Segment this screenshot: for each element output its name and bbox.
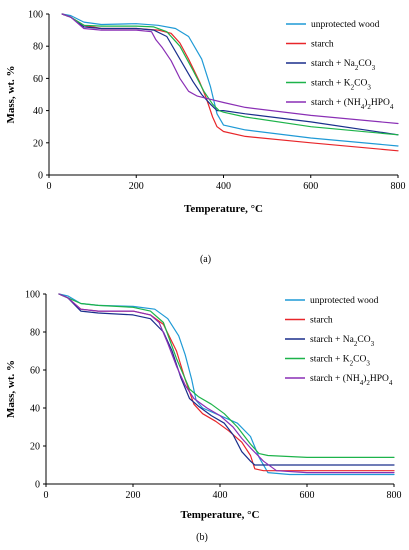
series-line-5: [61, 13, 399, 125]
legend-label: unprotected wood: [310, 296, 379, 306]
legend-label: starch + (NH4)2HPO4: [311, 97, 394, 111]
chart-panel-a: 0 200 400 600 800 0 20 40 60 80 100 Temperature, °C…: [5, 10, 406, 266]
series-line-3: [61, 13, 399, 136]
y-tick-label: 0: [35, 480, 40, 491]
x-tick-label: 200: [129, 181, 144, 192]
legend-label: starch: [311, 40, 334, 50]
series-line-4: [61, 13, 399, 136]
y-tick-label: 60: [33, 74, 43, 85]
x-axis-title: Temperature, °C: [184, 203, 263, 215]
series-line-5: [58, 293, 395, 474]
y-tick-label: 100: [28, 10, 43, 21]
y-tick-label: 20: [33, 138, 43, 149]
y-axis-title: Mass, wt. %: [5, 360, 17, 418]
y-tick-label: 80: [33, 42, 43, 53]
legend-label: starch: [310, 316, 333, 326]
x-tick-label: 800: [387, 490, 402, 501]
y-tick-label: 80: [30, 328, 40, 339]
chart-panel-b: 0 200 400 600 800 0 20 40 60 80 100 Temperature, °C…: [5, 290, 402, 544]
x-tick-label: 600: [300, 490, 315, 501]
series-line-4: [58, 293, 395, 458]
series-line-3: [58, 293, 395, 466]
y-tick-label: 0: [38, 171, 43, 182]
panel-label: (b): [196, 532, 208, 543]
y-tick-label: 40: [33, 106, 43, 117]
y-tick-label: 100: [25, 290, 40, 301]
x-tick-label: 0: [44, 490, 49, 501]
x-tick-label: 400: [216, 181, 231, 192]
x-axis-title: Temperature, °C: [181, 509, 260, 521]
x-tick-label: 600: [303, 181, 318, 192]
x-tick-label: 800: [391, 181, 406, 192]
legend-label: starch + K2CO3: [310, 355, 370, 368]
legend-label: starch + Na2CO3: [311, 59, 376, 72]
legend: unprotected wood starch starch + Na2CO3 sta…: [285, 296, 393, 387]
x-tick-label: 0: [47, 181, 52, 192]
legend-label: starch + (NH4)2HPO4: [310, 373, 393, 387]
series-line-1: [61, 13, 399, 147]
legend-label: unprotected wood: [311, 20, 380, 30]
y-tick-label: 20: [30, 442, 40, 453]
y-axis-title: Mass, wt. %: [5, 65, 17, 123]
y-tick-label: 60: [30, 366, 40, 377]
legend: unprotected wood starch starch + Na2CO3 sta…: [286, 20, 394, 111]
legend-label: starch + Na2CO3: [310, 335, 375, 348]
series-line-1: [58, 293, 395, 476]
legend-label: starch + K2CO3: [311, 79, 371, 92]
x-tick-label: 200: [126, 490, 141, 501]
x-tick-label: 400: [213, 490, 228, 501]
y-tick-label: 40: [30, 404, 40, 415]
panel-label: (a): [200, 254, 211, 265]
